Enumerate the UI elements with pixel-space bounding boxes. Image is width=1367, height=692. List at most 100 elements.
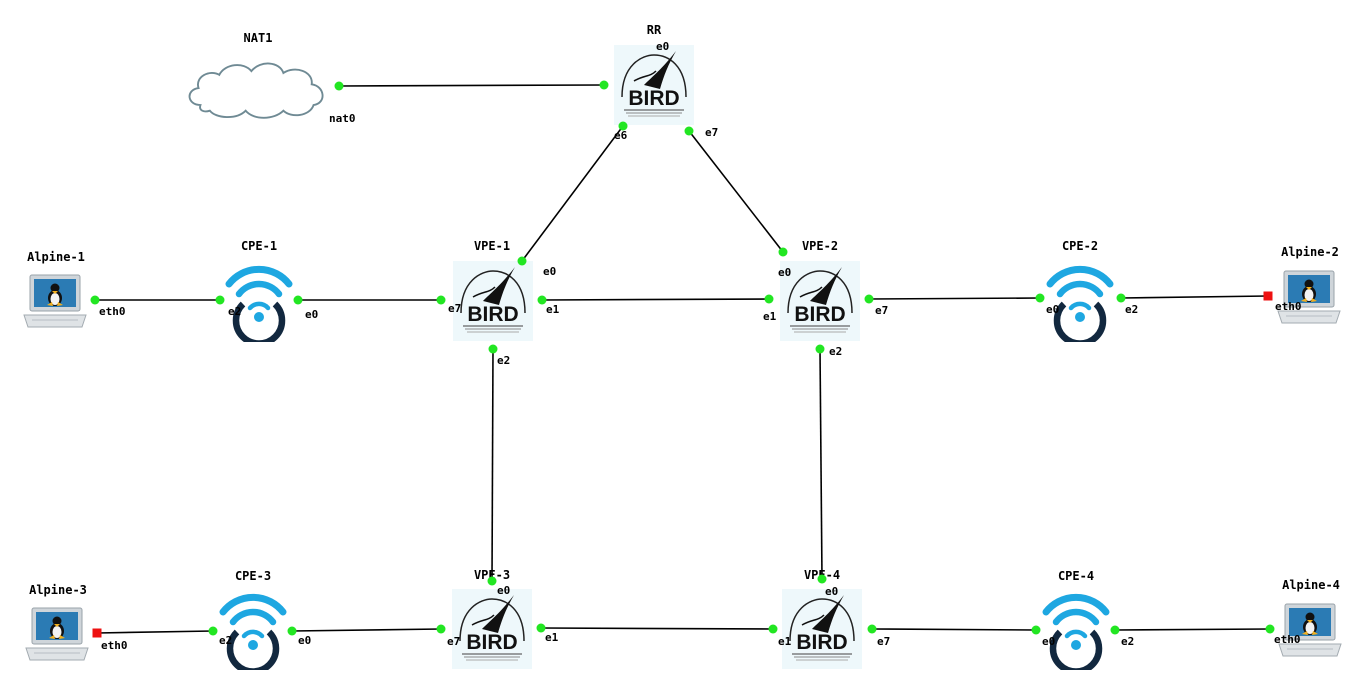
bird-router-icon	[780, 261, 860, 341]
port-status-cpe4-alpine4-a	[1110, 625, 1120, 635]
port-status-alpine1-cpe1-a	[90, 295, 100, 305]
port-status-rr-vpe1-b	[517, 256, 527, 266]
node-label-alpine2: Alpine-2	[1281, 245, 1339, 259]
ports-layer: nat0 e0 e6 e0 e7 e0 eth0 e2 e0 e7 e1 e1 e7 e0 e2 eth0 e2…	[90, 40, 1302, 652]
node-label-alpine4: Alpine-4	[1282, 578, 1340, 592]
port-status-nat1-rr-a	[334, 81, 344, 91]
port-status-nat1-rr-b	[599, 80, 609, 90]
port-status-vpe2-cpe2-a	[864, 294, 874, 304]
port-status-cpe3-vpe3-b	[436, 624, 446, 634]
bird-router-icon	[614, 45, 694, 125]
link-cpe3-vpe3[interactable]	[291, 628, 442, 632]
port-label-cpe2-alpine2-a: e2	[1125, 303, 1138, 316]
node-label-cpe3: CPE-3	[235, 569, 271, 583]
port-label-vpe2-cpe2-a: e7	[875, 304, 888, 317]
link-vpe3-vpe4[interactable]	[540, 627, 774, 630]
bird-router-icon	[782, 589, 862, 669]
port-status-alpine3-cpe3-b	[208, 626, 218, 636]
link-vpe2-cpe2[interactable]	[868, 297, 1041, 300]
port-label-cpe1-vpe1-b: e7	[448, 302, 461, 315]
link-cpe4-alpine4[interactable]	[1114, 628, 1271, 631]
port-label-rr-vpe1-b: e0	[543, 265, 556, 278]
port-status-vpe3-vpe4-a	[536, 623, 546, 633]
port-status-vpe3-vpe4-b	[768, 624, 778, 634]
port-label-vpe2-vpe4-b: e0	[825, 585, 838, 598]
linux-laptop-icon	[1278, 603, 1342, 657]
bird-router-icon	[452, 589, 532, 669]
node-alpine3[interactable]: Alpine-3	[25, 583, 89, 661]
node-cpe4[interactable]: CPE-4	[1046, 569, 1106, 672]
port-label-alpine1-cpe1-b: e2	[228, 305, 241, 318]
link-vpe1-vpe3[interactable]	[491, 348, 494, 582]
port-label-cpe4-alpine4-b: eth0	[1274, 633, 1301, 646]
port-label-vpe2-cpe2-b: e0	[1046, 303, 1059, 316]
port-label-vpe3-vpe4-b: e1	[778, 635, 792, 648]
port-label-cpe2-alpine2-b: eth0	[1275, 300, 1302, 313]
node-vpe1[interactable]: VPE-1	[453, 239, 533, 341]
node-label-vpe3: VPE-3	[474, 568, 510, 582]
port-status-vpe4-cpe4-a	[867, 624, 877, 634]
port-status-vpe4-cpe4-b	[1031, 625, 1041, 635]
node-cpe1[interactable]: CPE-1	[229, 239, 289, 344]
node-vpe2[interactable]: VPE-2	[780, 239, 860, 341]
port-label-vpe2-vpe4-a: e2	[829, 345, 842, 358]
port-status-vpe1-vpe3-a	[488, 344, 498, 354]
port-label-rr-vpe2-b: e0	[778, 266, 791, 279]
node-cpe2[interactable]: CPE-2	[1050, 239, 1110, 344]
port-status-vpe1-vpe2-a	[537, 295, 547, 305]
node-rr[interactable]: RR	[614, 23, 694, 125]
link-vpe1-vpe2[interactable]	[541, 298, 770, 301]
node-cpe3[interactable]: CPE-3	[223, 569, 283, 672]
port-label-alpine3-cpe3-b: e2	[219, 634, 232, 647]
link-vpe4-cpe4[interactable]	[871, 628, 1037, 631]
node-label-cpe1: CPE-1	[241, 239, 277, 253]
node-alpine2[interactable]: Alpine-2	[1277, 245, 1341, 324]
link-cpe2-alpine2[interactable]	[1120, 295, 1269, 299]
links-layer	[95, 84, 1271, 634]
linux-laptop-icon	[1277, 270, 1341, 324]
port-status-rr-vpe2-a	[684, 126, 694, 136]
node-label-vpe1: VPE-1	[474, 239, 510, 253]
node-label-cpe4: CPE-4	[1058, 569, 1094, 583]
node-alpine1[interactable]: Alpine-1	[23, 250, 87, 328]
node-alpine4[interactable]: Alpine-4	[1278, 578, 1342, 657]
link-alpine3-cpe3[interactable]	[96, 630, 214, 634]
node-label-alpine3: Alpine-3	[29, 583, 87, 597]
node-label-rr: RR	[647, 23, 662, 37]
port-status-cpe2-alpine2-b	[1263, 291, 1273, 301]
port-status-cpe1-vpe1-a	[293, 295, 303, 305]
port-status-rr-vpe1-a	[618, 121, 628, 131]
link-nat1-rr[interactable]	[338, 84, 605, 87]
port-label-nat1-rr-a: nat0	[329, 112, 356, 125]
port-label-cpe3-vpe3-a: e0	[298, 634, 311, 647]
bird-router-icon	[453, 261, 533, 341]
node-label-alpine1: Alpine-1	[27, 250, 85, 264]
port-label-vpe4-cpe4-b: e0	[1042, 635, 1055, 648]
port-label-cpe1-vpe1-a: e0	[305, 308, 318, 321]
port-status-alpine3-cpe3-a	[92, 628, 102, 638]
link-vpe2-vpe4[interactable]	[819, 348, 823, 580]
node-vpe3[interactable]: VPE-3	[452, 568, 532, 669]
port-label-nat1-rr-b: e0	[656, 40, 669, 53]
port-status-cpe3-vpe3-a	[287, 626, 297, 636]
node-label-vpe2: VPE-2	[802, 239, 838, 253]
nodes-layer: NAT1RRVPE-1VPE-2VPE-3VPE-4CPE-1CPE-2CPE-…	[23, 23, 1342, 672]
port-label-rr-vpe2-a: e7	[705, 126, 718, 139]
port-status-cpe2-alpine2-a	[1116, 293, 1126, 303]
port-status-vpe2-cpe2-b	[1035, 293, 1045, 303]
node-nat1[interactable]: NAT1	[188, 31, 324, 119]
port-label-vpe3-vpe4-a: e1	[545, 631, 559, 644]
link-rr-vpe1[interactable]	[521, 125, 624, 262]
node-label-cpe2: CPE-2	[1062, 239, 1098, 253]
port-label-vpe1-vpe3-b: e0	[497, 584, 510, 597]
port-label-alpine3-cpe3-a: eth0	[101, 639, 128, 652]
port-status-vpe2-vpe4-b	[817, 574, 827, 584]
port-status-rr-vpe2-b	[778, 247, 788, 257]
port-label-alpine1-cpe1-a: eth0	[99, 305, 126, 318]
port-status-cpe4-alpine4-b	[1265, 624, 1275, 634]
link-rr-vpe2[interactable]	[688, 130, 784, 253]
port-label-cpe4-alpine4-a: e2	[1121, 635, 1134, 648]
port-label-vpe1-vpe3-a: e2	[497, 354, 510, 367]
linux-laptop-icon	[25, 607, 89, 661]
